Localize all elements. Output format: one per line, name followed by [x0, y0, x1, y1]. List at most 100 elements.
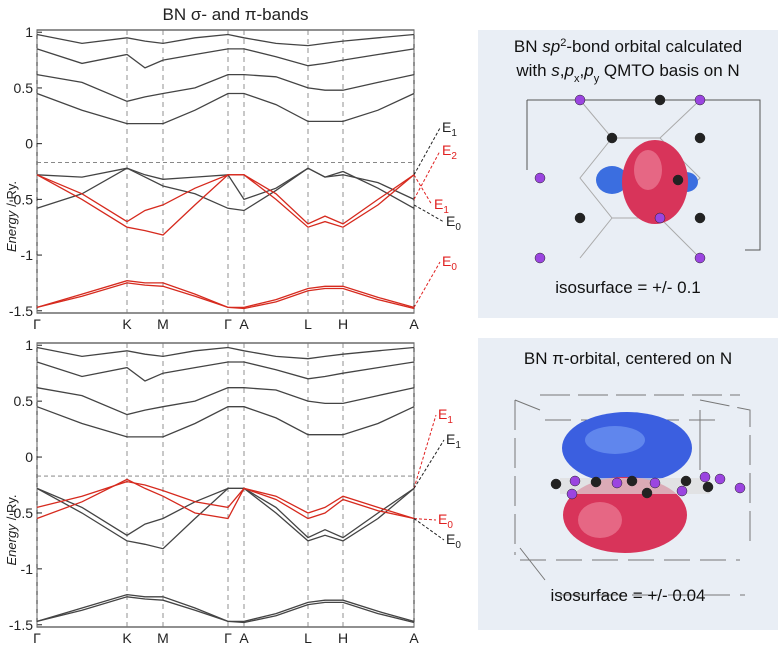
- annotation-leader: [413, 204, 445, 223]
- annotation: E1: [442, 119, 457, 139]
- y-tick-label: -1: [21, 247, 34, 263]
- y-axis-label-name: Energy: [4, 209, 19, 252]
- panel-title: BN π-orbital, centered on N: [524, 349, 732, 368]
- panel-caption: isosurface = +/- 0.1: [555, 278, 701, 297]
- panel-title-part: ,: [560, 61, 565, 80]
- panel-title-part: x: [574, 73, 580, 85]
- y-tick-label: -1.5: [9, 617, 33, 633]
- annotation-index: 0: [455, 222, 461, 233]
- annotation-index: 0: [447, 520, 453, 531]
- band-line: [36, 478, 415, 520]
- annotation-index: 1: [455, 440, 461, 451]
- annotation-index: 1: [443, 205, 449, 216]
- annotation-label: E: [438, 511, 447, 527]
- band-line: [36, 346, 415, 360]
- band-line: [36, 280, 415, 309]
- y-axis-label: Energy / Ry.: [4, 495, 19, 566]
- x-tick-label: H: [338, 316, 348, 332]
- band-line: [36, 167, 415, 201]
- annotation-leader: [413, 127, 441, 176]
- y-tick-label: 0: [25, 449, 33, 465]
- chart-title: BN σ- and π-bands: [162, 5, 308, 24]
- x-tick-label: H: [338, 630, 348, 646]
- y-axis-label-name: Energy: [4, 523, 19, 566]
- annotation-leader: [413, 414, 437, 489]
- annotation-label: E: [442, 142, 451, 158]
- annotation-label: E: [446, 213, 455, 229]
- x-tick-label: Γ: [224, 316, 232, 332]
- y-axis-label-unit: / Ry.: [4, 181, 19, 207]
- band-line: [36, 73, 415, 102]
- x-tick-label: K: [122, 316, 132, 332]
- annotation-index: 2: [451, 151, 457, 162]
- annotation: E1: [446, 431, 461, 451]
- x-tick-label: A: [409, 316, 419, 332]
- band-line: [36, 174, 415, 225]
- band-line: [36, 33, 415, 47]
- x-tick-label: K: [122, 630, 132, 646]
- x-tick-label: L: [304, 316, 312, 332]
- y-tick-label: 1: [25, 337, 33, 353]
- panel-title-part: ,: [580, 61, 585, 80]
- y-tick-label: 0.5: [14, 393, 34, 409]
- band-line: [36, 361, 415, 382]
- band-line: [36, 593, 415, 623]
- panel-title: BN sp2-bond orbital calculated: [514, 37, 742, 56]
- annotation-index: 0: [451, 262, 457, 273]
- y-axis-label-unit: / Ry.: [4, 495, 19, 521]
- annotation-index: 0: [455, 540, 461, 551]
- annotation: E0: [438, 511, 453, 531]
- y-tick-label: -0.5: [9, 191, 33, 207]
- annotation-index: 1: [447, 415, 453, 426]
- annotation: E2: [442, 142, 457, 162]
- panel-title-part: QMTO basis on N: [599, 61, 739, 80]
- x-tick-label: A: [239, 316, 249, 332]
- plot-frame: [36, 29, 415, 314]
- annotation: E0: [442, 253, 457, 273]
- plot-frame: [36, 342, 415, 628]
- y-tick-label: -1: [21, 561, 34, 577]
- orbital-pi-box: [514, 394, 751, 596]
- panel-caption: isosurface = +/- 0.04: [551, 586, 706, 605]
- atoms: [550, 471, 746, 500]
- x-tick-label: A: [239, 630, 249, 646]
- annotation-label: E: [446, 431, 455, 447]
- panel-title-part: p: [564, 61, 574, 80]
- annotation-leader: [413, 518, 445, 541]
- annotation-leader: [413, 518, 437, 521]
- annotation-label: E: [442, 253, 451, 269]
- panel-title-part: sp: [542, 37, 560, 56]
- panel-title-part: y: [594, 73, 600, 85]
- band-line: [36, 92, 415, 125]
- panel-title-part: with: [515, 61, 551, 80]
- x-tick-label: M: [157, 316, 169, 332]
- x-tick-label: Γ: [224, 630, 232, 646]
- annotation-index: 1: [451, 128, 457, 139]
- x-tick-label: Γ: [33, 316, 41, 332]
- x-tick-label: L: [304, 630, 312, 646]
- band-line: [36, 282, 415, 310]
- panel-title: with s,px,py QMTO basis on N: [515, 61, 739, 85]
- panel-title-part: p: [583, 61, 593, 80]
- y-tick-label: 0.5: [14, 80, 34, 96]
- y-axis-label: Energy / Ry.: [4, 181, 19, 252]
- panel-title-part: -bond orbital calculated: [566, 37, 742, 56]
- orbital-lobes: [596, 140, 698, 224]
- band-line: [36, 174, 415, 236]
- band-line: [36, 48, 415, 69]
- annotation-label: E: [434, 196, 443, 212]
- annotation: E1: [438, 406, 453, 426]
- annotation-leader: [413, 261, 441, 308]
- band-line: [36, 406, 415, 438]
- panel-title-part: s: [551, 61, 560, 80]
- x-tick-label: M: [157, 630, 169, 646]
- annotation-label: E: [442, 119, 451, 135]
- x-tick-label: Γ: [33, 630, 41, 646]
- y-tick-label: 1: [25, 24, 33, 40]
- band-line: [36, 387, 415, 416]
- annotation-leader: [413, 150, 441, 200]
- x-tick-label: A: [409, 630, 419, 646]
- band-line: [36, 487, 415, 539]
- orbital-sp2: [526, 99, 761, 259]
